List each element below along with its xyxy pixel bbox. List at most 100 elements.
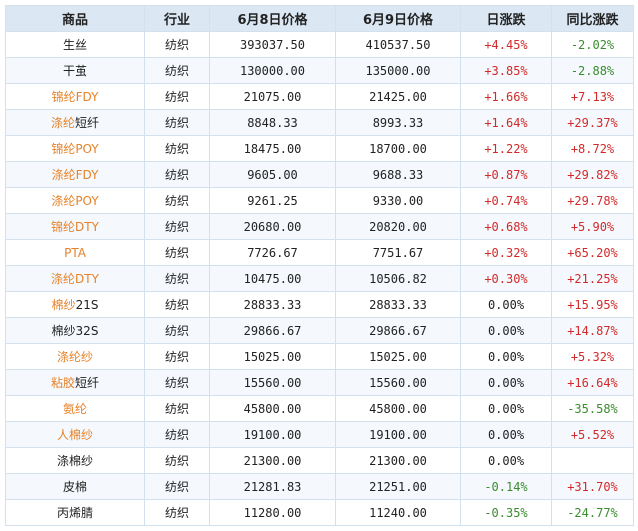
table-body: 生丝 纺织 393037.50 410537.50 +4.45% -2.02% 干茧 纺织 13…	[5, 31, 634, 526]
product-name-cell: 干茧	[5, 57, 145, 84]
price-jun8-cell: 9261.25	[209, 187, 336, 214]
industry-cell: 纺织	[144, 421, 210, 448]
product-link[interactable]: 锦纶POY	[51, 142, 99, 156]
yoy-change-cell: +21.25%	[551, 265, 634, 292]
price-jun8-cell: 9605.00	[209, 161, 336, 188]
product-link[interactable]: 锦纶FDY	[51, 90, 99, 104]
product-link[interactable]: 粘胶	[50, 376, 75, 390]
product-label: 干茧	[62, 64, 87, 78]
daily-change-cell: +1.66%	[460, 83, 552, 110]
price-jun8-cell: 18475.00	[209, 135, 336, 162]
daily-change-cell: +1.22%	[460, 135, 552, 162]
daily-change-cell: -0.14%	[460, 473, 552, 500]
daily-change-cell: 0.00%	[460, 343, 552, 370]
col-header-price-jun8: 6月8日价格	[209, 5, 336, 32]
product-link[interactable]: 涤纶纱	[56, 350, 93, 364]
product-link[interactable]: 锦纶DTY	[51, 220, 99, 234]
product-label: 丙烯腈	[56, 506, 93, 520]
price-jun9-cell: 21425.00	[335, 83, 461, 110]
industry-cell: 纺织	[144, 187, 210, 214]
product-name-cell: 涤纶短纤	[5, 109, 145, 136]
product-label: 21S	[75, 298, 99, 312]
table-row: 涤纶FDY 纺织 9605.00 9688.33 +0.87% +29.82%	[5, 161, 634, 188]
product-label: 生丝	[62, 38, 87, 52]
product-label: 棉纱32S	[51, 324, 99, 338]
price-jun9-cell: 15560.00	[335, 369, 461, 396]
yoy-change-cell: +8.72%	[551, 135, 634, 162]
product-name-cell: 棉纱21S	[5, 291, 145, 318]
industry-cell: 纺织	[144, 291, 210, 318]
col-header-daily-change: 日涨跌	[460, 5, 552, 32]
daily-change-cell: 0.00%	[460, 395, 552, 422]
yoy-change-cell: +14.87%	[551, 317, 634, 344]
price-jun9-cell: 11240.00	[335, 499, 461, 526]
col-header-product: 商品	[5, 5, 145, 32]
product-link[interactable]: 涤纶POY	[51, 194, 99, 208]
table-row: 锦纶FDY 纺织 21075.00 21425.00 +1.66% +7.13%	[5, 83, 634, 110]
table-row: PTA 纺织 7726.67 7751.67 +0.32% +65.20%	[5, 239, 634, 266]
price-jun9-cell: 18700.00	[335, 135, 461, 162]
yoy-change-cell: +15.95%	[551, 291, 634, 318]
table-header: 商品 行业 6月8日价格 6月9日价格 日涨跌 同比涨跌	[5, 5, 634, 32]
price-jun9-cell: 10506.82	[335, 265, 461, 292]
product-link[interactable]: PTA	[64, 245, 86, 260]
table-row: 粘胶短纤 纺织 15560.00 15560.00 0.00% +16.64%	[5, 369, 634, 396]
price-jun8-cell: 8848.33	[209, 109, 336, 136]
product-label: 短纤	[75, 116, 100, 130]
industry-cell: 纺织	[144, 109, 210, 136]
industry-cell: 纺织	[144, 473, 210, 500]
table-row: 丙烯腈 纺织 11280.00 11240.00 -0.35% -24.77%	[5, 499, 634, 526]
price-jun8-cell: 21075.00	[209, 83, 336, 110]
price-jun9-cell: 15025.00	[335, 343, 461, 370]
product-name-cell: 丙烯腈	[5, 499, 145, 526]
industry-cell: 纺织	[144, 57, 210, 84]
product-name-cell: 涤纶FDY	[5, 161, 145, 188]
table-row: 涤纶短纤 纺织 8848.33 8993.33 +1.64% +29.37%	[5, 109, 634, 136]
product-name-cell: 涤棉纱	[5, 447, 145, 474]
daily-change-cell: +4.45%	[460, 31, 552, 58]
yoy-change-cell: +29.37%	[551, 109, 634, 136]
yoy-change-cell: +31.70%	[551, 473, 634, 500]
industry-cell: 纺织	[144, 161, 210, 188]
product-link[interactable]: 涤纶	[50, 116, 75, 130]
daily-change-cell: +0.32%	[460, 239, 552, 266]
daily-change-cell: 0.00%	[460, 447, 552, 474]
yoy-change-cell: +29.82%	[551, 161, 634, 188]
price-table: 商品 行业 6月8日价格 6月9日价格 日涨跌 同比涨跌 生丝 纺织 393037.…	[5, 5, 634, 526]
table-row: 干茧 纺织 130000.00 135000.00 +3.85% -2.88%	[5, 57, 634, 84]
daily-change-cell: -0.35%	[460, 499, 552, 526]
price-jun8-cell: 130000.00	[209, 57, 336, 84]
yoy-change-cell: -2.88%	[551, 57, 634, 84]
daily-change-cell: +0.68%	[460, 213, 552, 240]
price-jun8-cell: 15560.00	[209, 369, 336, 396]
price-jun9-cell: 8993.33	[335, 109, 461, 136]
product-link[interactable]: 棉纱	[51, 298, 76, 312]
product-link[interactable]: 涤纶DTY	[51, 272, 99, 286]
product-link[interactable]: 氨纶	[62, 402, 87, 416]
table-row: 涤纶POY 纺织 9261.25 9330.00 +0.74% +29.78%	[5, 187, 634, 214]
price-jun8-cell: 19100.00	[209, 421, 336, 448]
price-jun9-cell: 9330.00	[335, 187, 461, 214]
industry-cell: 纺织	[144, 135, 210, 162]
industry-cell: 纺织	[144, 31, 210, 58]
yoy-change-cell: +7.13%	[551, 83, 634, 110]
table-row: 皮棉 纺织 21281.83 21251.00 -0.14% +31.70%	[5, 473, 634, 500]
yoy-change-cell: +65.20%	[551, 239, 634, 266]
industry-cell: 纺织	[144, 343, 210, 370]
product-name-cell: 人棉纱	[5, 421, 145, 448]
table-row: 锦纶DTY 纺织 20680.00 20820.00 +0.68% +5.90%	[5, 213, 634, 240]
yoy-change-cell: +16.64%	[551, 369, 634, 396]
daily-change-cell: 0.00%	[460, 369, 552, 396]
product-link[interactable]: 涤纶FDY	[51, 168, 99, 182]
daily-change-cell: +0.87%	[460, 161, 552, 188]
product-link[interactable]: 人棉纱	[56, 428, 93, 442]
product-label: 皮棉	[62, 480, 87, 494]
price-jun8-cell: 20680.00	[209, 213, 336, 240]
industry-cell: 纺织	[144, 83, 210, 110]
product-name-cell: 锦纶DTY	[5, 213, 145, 240]
product-name-cell: 生丝	[5, 31, 145, 58]
table-row: 生丝 纺织 393037.50 410537.50 +4.45% -2.02%	[5, 31, 634, 58]
yoy-change-cell: -2.02%	[551, 31, 634, 58]
price-jun8-cell: 11280.00	[209, 499, 336, 526]
table-row: 涤纶DTY 纺织 10475.00 10506.82 +0.30% +21.25%	[5, 265, 634, 292]
